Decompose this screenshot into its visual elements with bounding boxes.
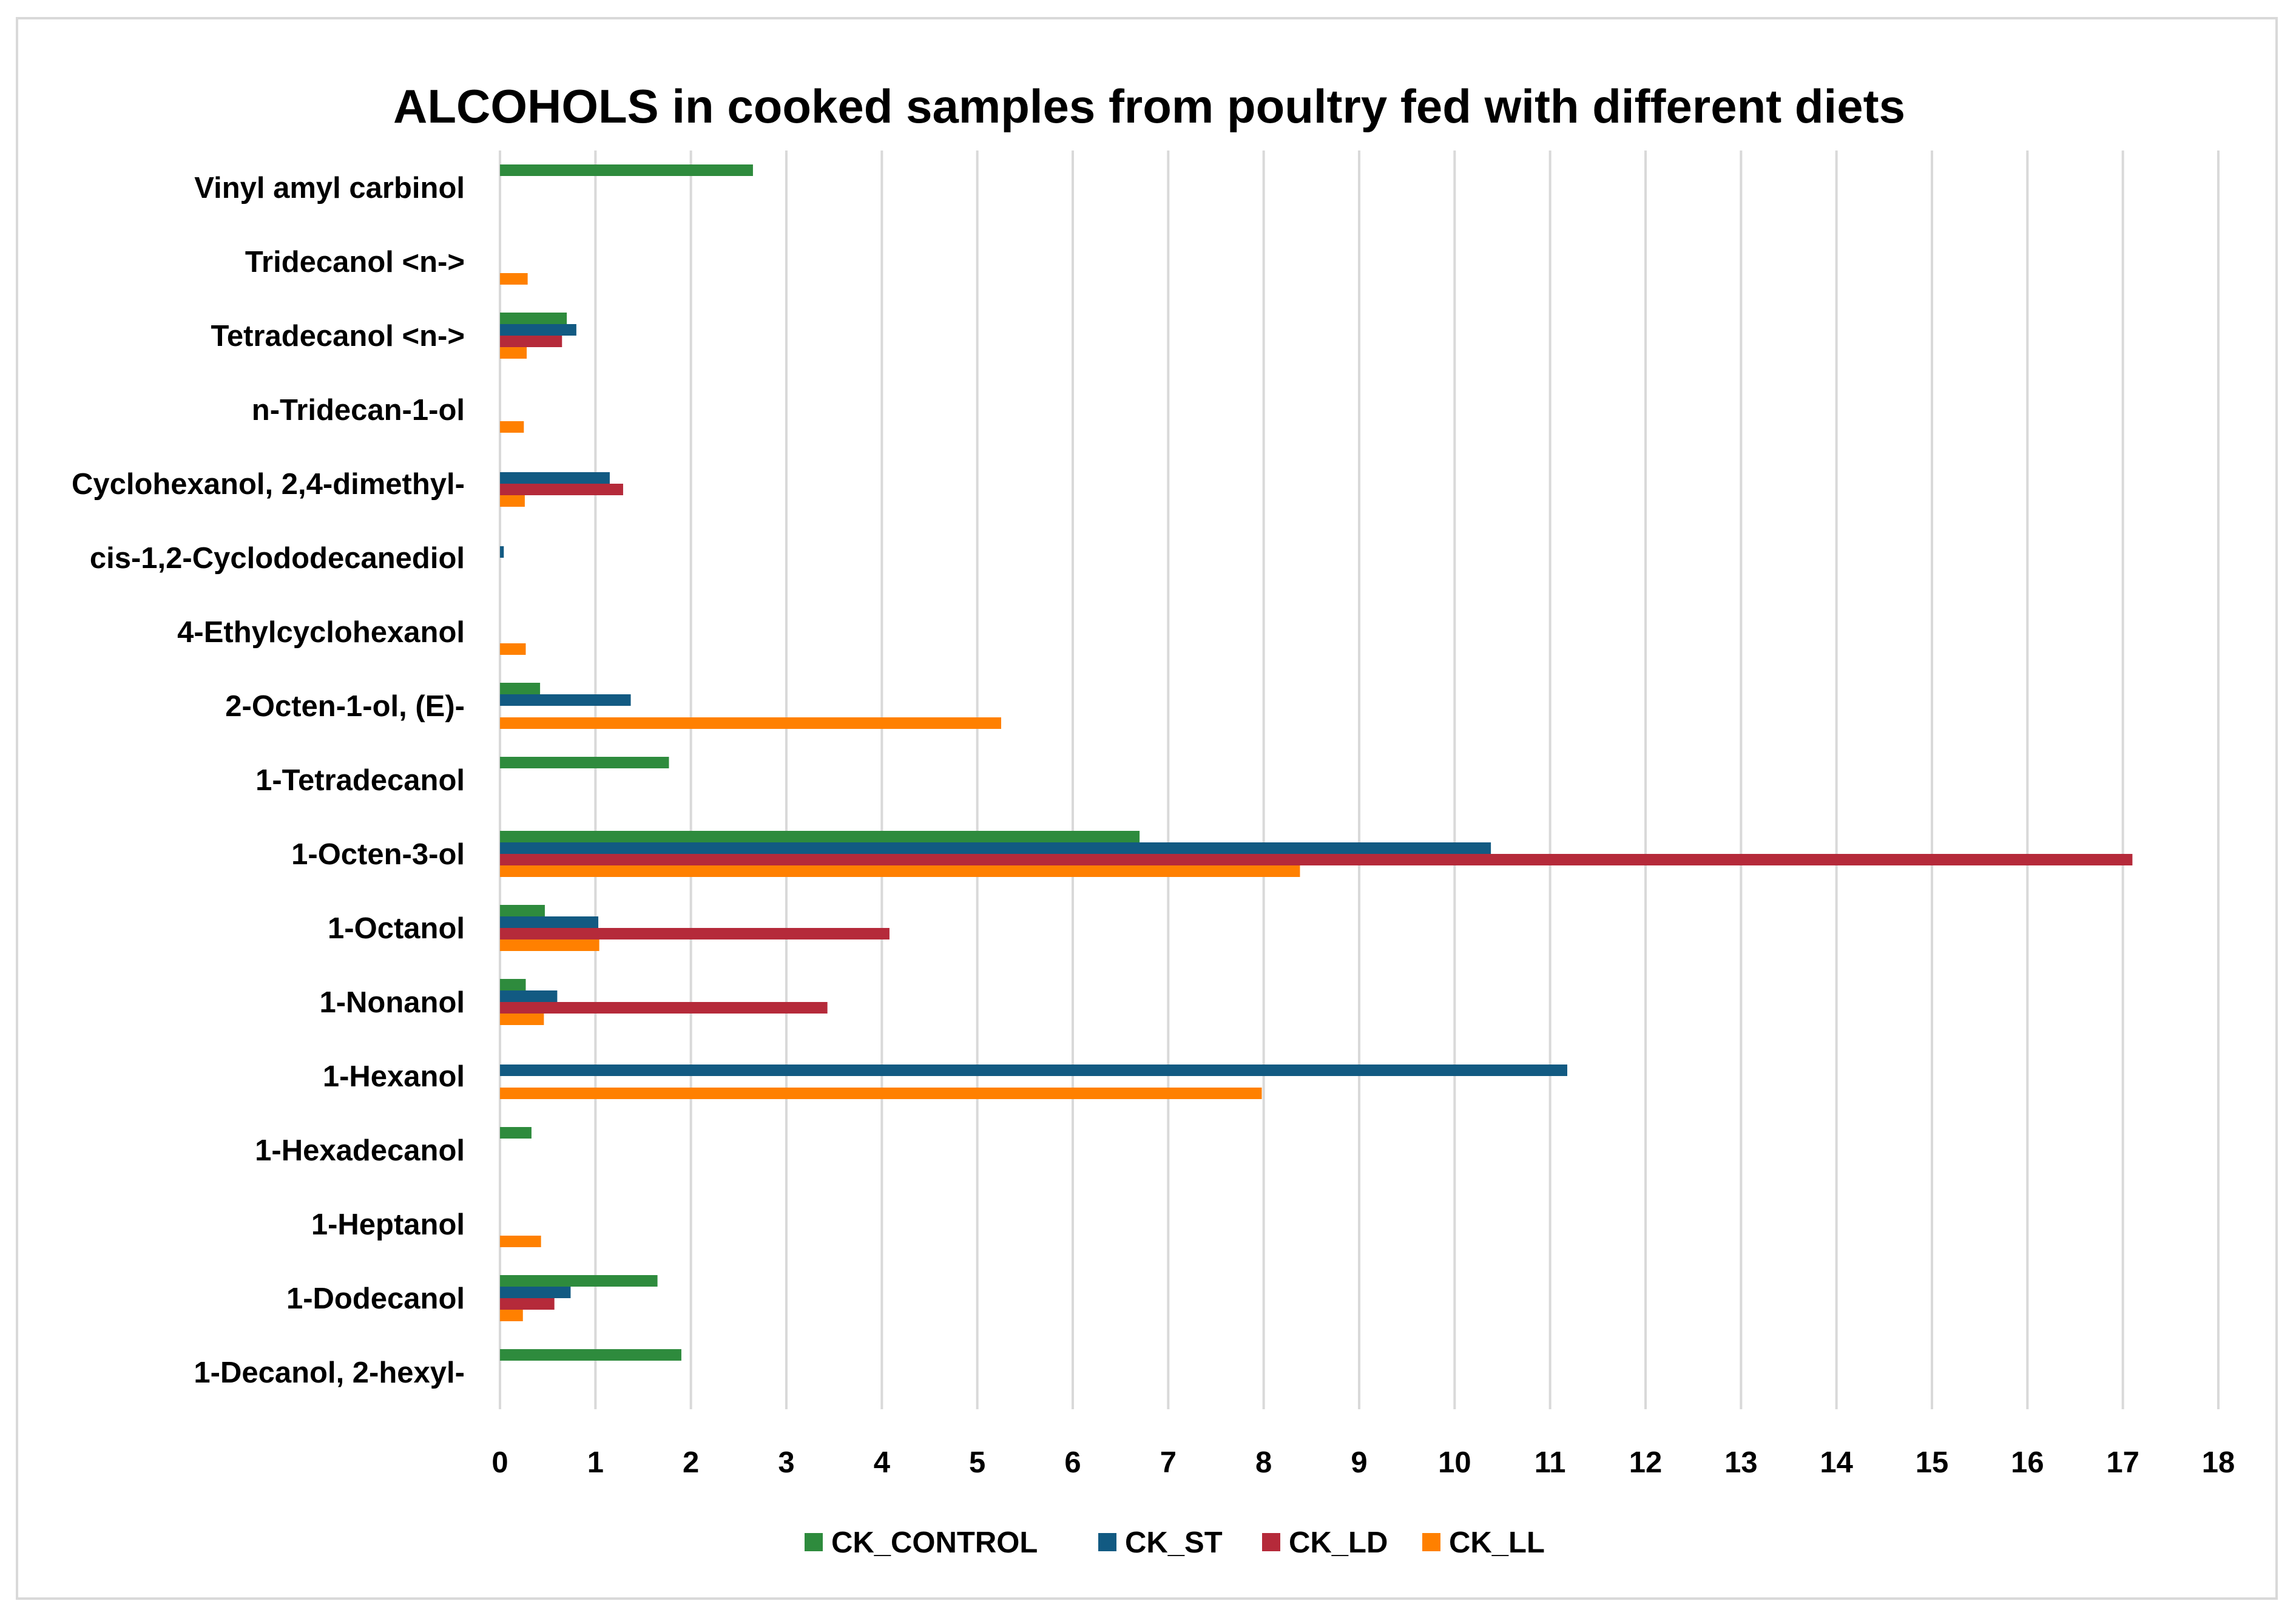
- legend-swatch-ck-ll: [1422, 1533, 1440, 1551]
- bar-ck-st: [500, 1287, 571, 1298]
- x-tick-label: 1: [587, 1446, 604, 1479]
- x-tick-label: 6: [1064, 1446, 1081, 1479]
- x-tick-labels: 0 1 2 3 4 5 6 7 8 9 10 11 12 13 14 15 16 17 18: [491, 1446, 2235, 1479]
- x-tick-label: 12: [1629, 1446, 1663, 1479]
- x-tick-label: 4: [874, 1446, 890, 1479]
- bar-ck-st: [500, 546, 504, 558]
- category-label: Cyclohexanol, 2,4-dimethyl-: [72, 468, 465, 501]
- bar-ck-control: [500, 683, 541, 694]
- bar-ck-ll: [500, 421, 524, 433]
- x-tick-label: 9: [1351, 1446, 1367, 1479]
- bar-ck-ll: [500, 717, 1001, 729]
- category-labels: Vinyl amyl carbinol Tridecanol <n-> Tetrad…: [72, 172, 465, 1389]
- bar-ck-ll: [500, 1088, 1262, 1099]
- category-label: Tridecanol <n->: [245, 246, 465, 279]
- bar-ck-st: [500, 916, 599, 928]
- legend-swatch-ck-st: [1098, 1533, 1116, 1551]
- category-label: 1-Decanol, 2-hexyl-: [194, 1356, 465, 1389]
- bar-ck-ll: [500, 1310, 523, 1321]
- bar-ck-ll: [500, 347, 527, 359]
- category-label: 1-Dodecanol: [286, 1282, 465, 1315]
- bar-ck-st: [500, 990, 558, 1002]
- x-tick-label: 2: [683, 1446, 699, 1479]
- x-tick-label: 14: [1820, 1446, 1853, 1479]
- bar-ck-ll: [500, 643, 526, 655]
- bar-ck-control: [500, 1275, 658, 1287]
- bar-ck-ll: [500, 865, 1300, 877]
- bar-ck-st: [500, 694, 631, 706]
- category-label: 1-Octen-3-ol: [291, 838, 465, 871]
- bar-ck-ld: [500, 854, 2133, 865]
- legend-label: CK_LD: [1289, 1526, 1388, 1559]
- bar-ck-control: [500, 313, 567, 324]
- bar-ck-control: [500, 979, 526, 990]
- bar-ck-st: [500, 324, 576, 336]
- x-tick-label: 11: [1535, 1446, 1566, 1479]
- category-label: Vinyl amyl carbinol: [194, 172, 465, 205]
- bar-ck-ll: [500, 273, 528, 285]
- bar-ck-ll: [500, 495, 525, 507]
- bar-ck-ld: [500, 336, 562, 347]
- bar-ck-ld: [500, 1002, 828, 1014]
- category-label: 2-Octen-1-ol, (E)-: [225, 690, 465, 723]
- bar-ck-ll: [500, 1236, 541, 1247]
- x-tick-label: 7: [1160, 1446, 1177, 1479]
- x-tick-label: 13: [1724, 1446, 1758, 1479]
- category-label: 1-Hexadecanol: [255, 1134, 465, 1167]
- legend-label: CK_CONTROL: [831, 1526, 1038, 1559]
- category-label: Tetradecanol <n->: [211, 320, 465, 353]
- bar-ck-control: [500, 831, 1140, 842]
- x-tick-label: 15: [1916, 1446, 1949, 1479]
- x-tick-label: 16: [2011, 1446, 2044, 1479]
- category-label: 1-Octanol: [328, 912, 465, 945]
- x-tick-label: 18: [2202, 1446, 2235, 1479]
- bar-ck-control: [500, 757, 669, 768]
- bar-ck-st: [500, 1065, 1567, 1076]
- bar-ck-ld: [500, 484, 623, 495]
- bar-ck-ll: [500, 939, 599, 951]
- legend-swatch-ck-ld: [1262, 1533, 1280, 1551]
- x-tick-label: 8: [1255, 1446, 1272, 1479]
- x-tick-label: 5: [969, 1446, 985, 1479]
- category-label: 4-Ethylcyclohexanol: [177, 616, 465, 649]
- x-tick-label: 10: [1438, 1446, 1471, 1479]
- category-label: cis-1,2-Cyclododecanediol: [90, 542, 465, 575]
- chart-title: ALCOHOLS in cooked samples from poultry …: [393, 80, 1905, 133]
- bar-ck-ld: [500, 1298, 555, 1310]
- legend-swatch-ck-control: [805, 1533, 823, 1551]
- bar-ck-st: [500, 472, 610, 484]
- bar-ck-control: [500, 164, 753, 176]
- x-tick-label: 0: [491, 1446, 508, 1479]
- bar-ck-ll: [500, 1014, 544, 1025]
- legend-label: CK_LL: [1449, 1526, 1545, 1559]
- category-label: 1-Hexanol: [323, 1060, 465, 1093]
- gridlines: [499, 151, 2220, 1409]
- bar-ck-ld: [500, 928, 890, 939]
- chart-frame: ALCOHOLS in cooked samples from poultry …: [16, 17, 2278, 1600]
- bar-ck-st: [500, 842, 1491, 854]
- category-label: 1-Tetradecanol: [255, 764, 465, 797]
- x-tick-label: 3: [778, 1446, 794, 1479]
- bar-ck-control: [500, 905, 545, 916]
- x-tick-label: 17: [2106, 1446, 2139, 1479]
- legend: CK_CONTROL CK_ST CK_LD CK_LL: [805, 1526, 1545, 1559]
- category-label: n-Tridecan-1-ol: [252, 394, 465, 427]
- alcohols-bar-chart: ALCOHOLS in cooked samples from poultry …: [72, 80, 2235, 1559]
- bar-ck-control: [500, 1349, 681, 1361]
- bar-ck-control: [500, 1127, 532, 1139]
- legend-label: CK_ST: [1125, 1526, 1223, 1559]
- category-label: 1-Nonanol: [319, 986, 465, 1019]
- category-label: 1-Heptanol: [311, 1208, 465, 1241]
- bars: [500, 164, 2133, 1361]
